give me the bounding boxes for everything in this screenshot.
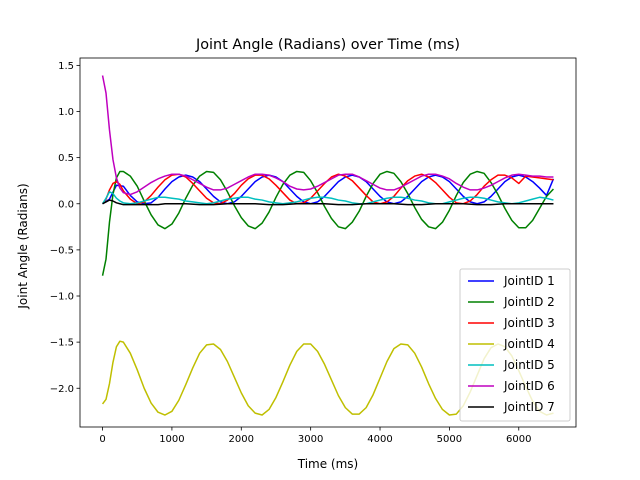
series-line-5 [101,191,554,205]
x-tick-label: 3000 [298,434,323,445]
x-axis-label: Time (ms) [297,457,359,471]
y-tick-label: 0.0 [58,199,74,210]
x-tick-label: 2000 [229,434,254,445]
chart-title: Joint Angle (Radians) over Time (ms) [195,37,460,53]
x-tick-label: 1000 [159,434,184,445]
series-line-6 [101,75,554,196]
y-tick-label: −0.5 [50,245,74,256]
legend-box [459,268,571,422]
legend-label: JointID 4 [503,337,555,351]
y-tick-label: 1.0 [58,107,74,118]
y-tick-label: −1.5 [50,338,74,349]
series-line-1 [102,174,555,205]
y-tick-label: 1.5 [58,61,74,72]
y-tick-label: 0.5 [58,153,74,164]
axes: 0 1000 2000 3000 4000 5000 6000 1.5 1.0 0.5 0.0 −0.… [50,57,577,445]
plot-frame [79,57,577,428]
x-tick-label: 5000 [437,434,462,445]
y-tick-label: −1.0 [50,292,74,303]
plot-area [101,75,555,416]
legend-label: JointID 7 [503,400,555,414]
legend-label: JointID 6 [503,379,555,393]
legend-label: JointID 2 [503,295,555,309]
series-line-2 [101,170,554,276]
x-tick-label: 0 [99,434,105,445]
legend-label: JointID 3 [503,316,555,330]
x-tick-label: 6000 [506,434,531,445]
y-axis-label: Joint Angle (Radians) [16,183,30,309]
series-line-7 [102,199,554,206]
y-tick-label: −2.0 [50,384,74,395]
x-tick-label: 4000 [367,434,392,445]
legend: JointID 1 JointID 2 JointID 3 JointID 4 Join… [459,268,571,422]
legend-label: JointID 1 [503,274,555,288]
legend-label: JointID 5 [503,358,555,372]
